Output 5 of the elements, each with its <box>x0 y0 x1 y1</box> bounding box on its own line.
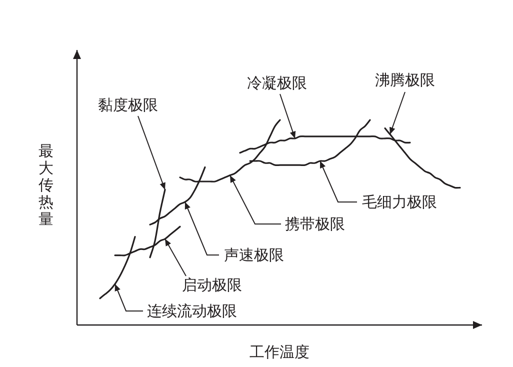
x-axis-title: 工作温度 <box>250 343 310 361</box>
series: 黏度极限 <box>98 96 166 258</box>
text: 携带极限 <box>285 215 345 233</box>
text: 声速极限 <box>224 246 284 264</box>
y-axis-title: 最大传热量 <box>38 142 54 228</box>
